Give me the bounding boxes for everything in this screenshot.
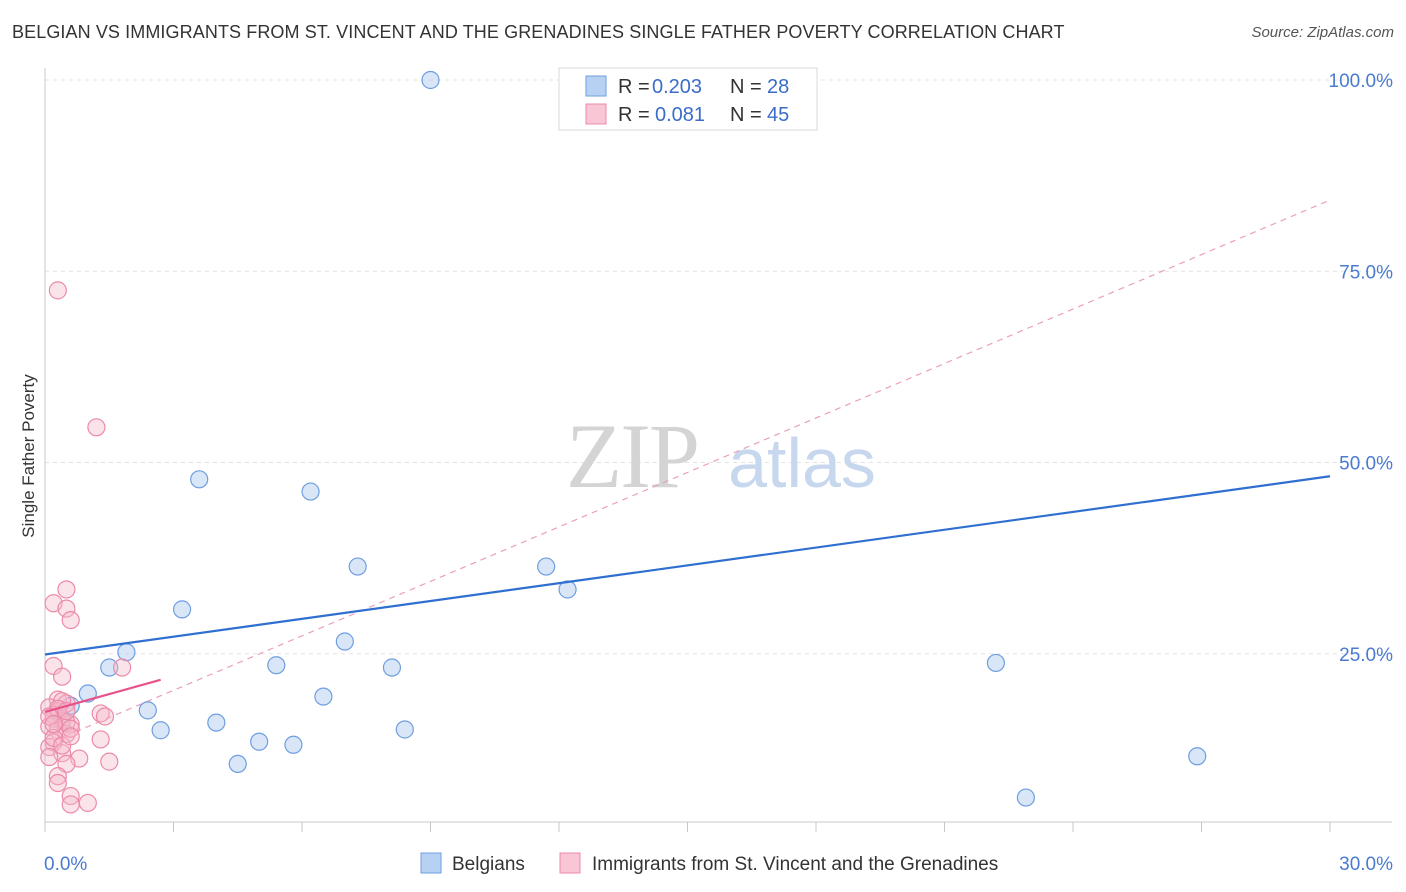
- data-point-belgians: [986, 653, 1006, 673]
- trend-line-dashed-immigrants: [44, 199, 1331, 746]
- data-point-immigrants: [61, 795, 80, 814]
- data-point-belgians: [301, 482, 320, 501]
- legend: R = 0.203 N = 28 R = 0.081 N = 45: [558, 67, 818, 131]
- bottom-legend-belgians: Belgians: [452, 854, 525, 875]
- legend-n-value: 28: [767, 76, 789, 98]
- data-point-belgians: [395, 720, 414, 739]
- data-point-belgians: [421, 70, 440, 90]
- source-label: Source: ZipAtlas.com: [1251, 24, 1394, 41]
- trend-line-belgians: [44, 475, 1331, 656]
- axes: [44, 68, 1392, 832]
- bottom-legend: Belgians Immigrants from St. Vincent and…: [420, 852, 998, 875]
- bottom-legend-swatch-immigrants: [559, 852, 581, 874]
- data-point-belgians: [100, 658, 119, 677]
- data-point-belgians: [117, 643, 136, 662]
- legend-r-value: 0.081: [655, 104, 705, 126]
- y-tick-label: 100.0%: [1329, 71, 1394, 92]
- data-point-immigrants: [57, 599, 76, 618]
- data-point-immigrants: [61, 610, 80, 630]
- legend-r-label: R =: [618, 76, 650, 98]
- data-point-immigrants: [78, 793, 97, 813]
- data-point-immigrants: [91, 730, 110, 749]
- y-tick-label: 50.0%: [1339, 454, 1393, 475]
- y-tick-label: 25.0%: [1339, 645, 1393, 666]
- data-point-belgians: [382, 658, 402, 677]
- data-points: [40, 70, 1331, 814]
- watermark-zip: ZIP: [566, 405, 698, 507]
- data-point-belgians: [348, 557, 367, 576]
- y-axis-label: Single Father Poverty: [19, 374, 38, 538]
- bottom-legend-immigrants: Immigrants from St. Vincent and the Gren…: [592, 854, 998, 875]
- data-point-belgians: [138, 701, 157, 720]
- data-point-belgians: [228, 754, 247, 774]
- data-point-belgians: [537, 557, 556, 576]
- data-point-belgians: [207, 713, 226, 732]
- legend-r-value: 0.203: [652, 76, 702, 98]
- chart-title: BELGIAN VS IMMIGRANTS FROM ST. VINCENT A…: [12, 22, 1065, 42]
- data-point-immigrants: [53, 667, 72, 686]
- y-tick-label: 75.0%: [1339, 262, 1393, 283]
- x-tick-label: 0.0%: [44, 854, 87, 875]
- data-point-belgians: [172, 600, 192, 619]
- data-point-belgians: [314, 687, 333, 706]
- watermark-atlas: atlas: [728, 424, 876, 502]
- data-point-immigrants: [87, 418, 106, 437]
- data-point-immigrants: [48, 767, 67, 786]
- watermark: ZIP atlas: [566, 405, 876, 507]
- data-point-immigrants: [112, 658, 132, 677]
- trend-lines: [44, 199, 1331, 746]
- data-point-immigrants: [57, 580, 76, 599]
- data-point-immigrants: [48, 281, 67, 300]
- data-point-belgians: [284, 735, 303, 754]
- data-point-immigrants: [61, 727, 80, 746]
- data-point-immigrants: [48, 773, 67, 793]
- data-point-belgians: [190, 470, 209, 489]
- data-point-immigrants: [61, 719, 80, 738]
- data-point-immigrants: [44, 715, 63, 734]
- legend-swatch-belgians: [585, 75, 607, 97]
- legend-n-label: N =: [730, 104, 762, 126]
- data-point-belgians: [151, 721, 170, 740]
- data-point-belgians: [267, 656, 286, 675]
- data-point-belgians: [335, 632, 354, 651]
- data-point-immigrants: [100, 752, 119, 771]
- data-point-belgians: [1188, 747, 1207, 766]
- legend-n-label: N =: [730, 76, 762, 98]
- legend-r-label: R =: [618, 104, 650, 126]
- tick-labels: 100.0% 75.0% 50.0% 25.0% 0.0% 30.0%: [44, 71, 1393, 875]
- data-point-belgians: [250, 732, 269, 751]
- bottom-legend-swatch-belgians: [420, 852, 442, 874]
- trend-line-immigrants: [44, 678, 161, 713]
- legend-swatch-immigrants: [585, 103, 607, 125]
- legend-n-value: 45: [767, 104, 789, 126]
- x-tick-label: 30.0%: [1339, 854, 1393, 875]
- data-point-belgians: [1016, 788, 1035, 807]
- data-point-immigrants: [40, 747, 59, 767]
- data-point-immigrants: [95, 707, 115, 726]
- gridlines: [45, 79, 1392, 655]
